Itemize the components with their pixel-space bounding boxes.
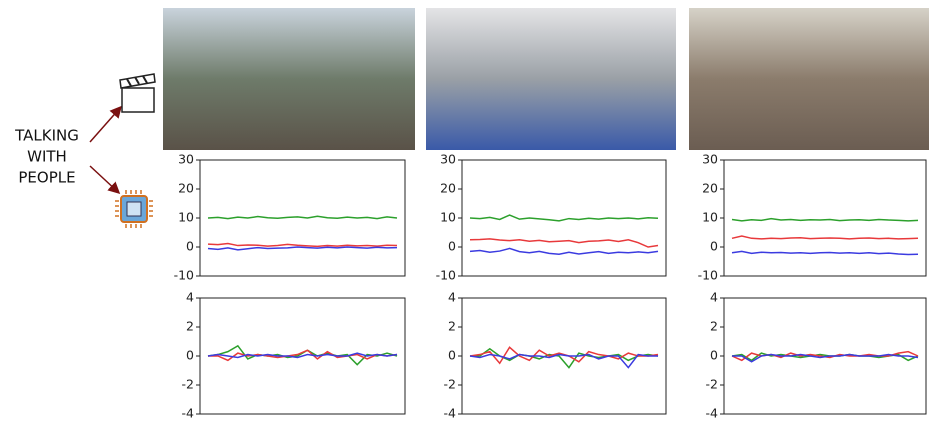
y-tick-label: 0 — [186, 348, 194, 363]
y-tick-label: 20 — [178, 181, 194, 196]
photo — [426, 8, 676, 150]
side-label: PEOPLE — [18, 169, 75, 187]
data-line — [208, 247, 397, 250]
y-tick-label: 10 — [702, 210, 718, 225]
figure: TALKING WITH PEOPLE -100102030-100102030… — [0, 0, 929, 421]
plot-frame — [724, 160, 926, 276]
y-tick-label: 10 — [440, 210, 456, 225]
y-tick-label: -10 — [698, 268, 718, 283]
data-line — [732, 236, 918, 239]
y-tick-label: 30 — [440, 152, 456, 167]
y-tick-label: 4 — [186, 290, 194, 305]
y-tick-label: -10 — [436, 268, 456, 283]
side-label: TALKING — [14, 127, 79, 145]
y-tick-label: 4 — [448, 290, 456, 305]
chip-icon — [115, 190, 153, 228]
arrow — [90, 166, 118, 192]
y-tick-label: -4 — [182, 406, 195, 421]
data-line — [470, 215, 658, 221]
y-tick-label: -2 — [444, 377, 456, 392]
side-label: WITH — [27, 148, 67, 166]
y-tick-label: -2 — [182, 377, 194, 392]
photo — [163, 8, 415, 150]
y-tick-label: 2 — [448, 319, 456, 334]
clapper-icon — [120, 74, 155, 112]
y-tick-label: 0 — [710, 348, 718, 363]
y-tick-label: -4 — [444, 406, 457, 421]
y-tick-label: 0 — [710, 239, 718, 254]
y-tick-label: -2 — [706, 377, 718, 392]
arrow — [90, 108, 120, 142]
y-tick-label: 0 — [448, 348, 456, 363]
data-line — [208, 244, 397, 247]
data-line — [732, 251, 918, 254]
photo — [689, 8, 929, 150]
y-tick-label: 10 — [178, 210, 194, 225]
y-tick-label: -10 — [174, 268, 194, 283]
y-tick-label: 30 — [702, 152, 718, 167]
y-tick-label: 0 — [186, 239, 194, 254]
y-tick-label: 4 — [710, 290, 718, 305]
y-tick-label: 20 — [702, 181, 718, 196]
y-tick-label: 30 — [178, 152, 194, 167]
y-tick-label: 2 — [710, 319, 718, 334]
data-line — [208, 216, 397, 218]
data-line — [732, 219, 918, 221]
y-tick-label: 2 — [186, 319, 194, 334]
y-tick-label: 20 — [440, 181, 456, 196]
data-line — [470, 239, 658, 247]
data-line — [470, 248, 658, 254]
y-tick-label: -4 — [706, 406, 719, 421]
y-tick-label: 0 — [448, 239, 456, 254]
